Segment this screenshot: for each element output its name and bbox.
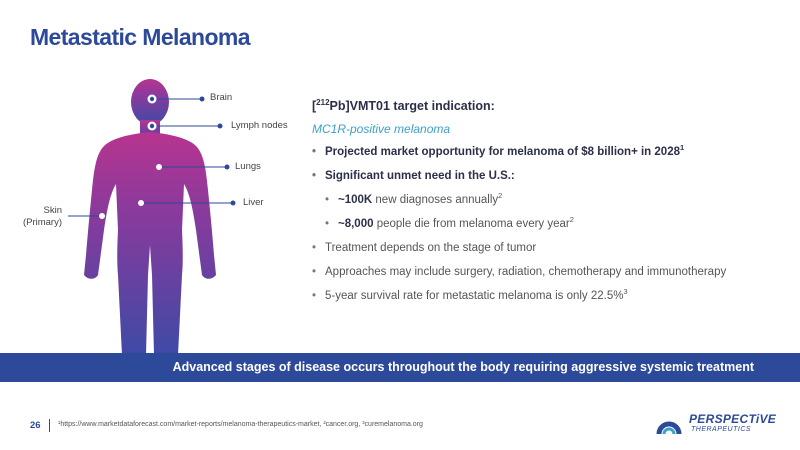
banner-text: Advanced stages of disease occurs throug…	[172, 360, 754, 374]
page-number: 26	[30, 420, 41, 431]
human-silhouette-illustration	[68, 79, 236, 355]
skin-marker	[99, 213, 105, 219]
label-lymph-nodes: Lymph nodes	[231, 120, 288, 131]
label-brain: Brain	[210, 92, 233, 103]
organ-markers	[99, 94, 162, 219]
list-item: ~100K new diagnoses annually2	[325, 192, 782, 207]
logo-tagline: THERAPEUTICS	[691, 426, 752, 433]
list-item: Approaches may include surgery, radiatio…	[312, 265, 782, 279]
callout-lines	[68, 98, 233, 217]
target-indication-subheading: MC1R-positive melanoma	[312, 122, 451, 136]
liver-marker	[138, 200, 144, 206]
target-indication-heading: [212Pb]VMT01 target indication:	[312, 97, 495, 113]
footnote: ¹https://www.marketdataforecast.com/mark…	[58, 421, 423, 428]
logo-mark-icon	[656, 421, 682, 435]
list-item: ~8,000 people die from melanoma every ye…	[325, 216, 782, 231]
label-skin: Skin (Primary)	[22, 205, 62, 228]
lungs-marker	[156, 164, 162, 170]
footer: 26 ¹https://www.marketdataforecast.com/m…	[0, 417, 800, 437]
label-liver: Liver	[243, 197, 264, 208]
list-item: Projected market opportunity for melanom…	[312, 144, 782, 159]
company-logo: PERSPECTiVE THERAPEUTICS	[655, 408, 777, 438]
bullet-list: Projected market opportunity for melanom…	[312, 144, 782, 303]
list-item: Treatment depends on the stage of tumor	[312, 241, 782, 255]
page-title: Metastatic Melanoma	[30, 24, 251, 50]
footer-divider	[49, 419, 50, 432]
content-panel: [212Pb]VMT01 target indication: MC1R-pos…	[312, 97, 782, 313]
label-lungs: Lungs	[235, 161, 261, 172]
logo-name: PERSPECTiVE	[689, 412, 777, 426]
body-figure: Brain Lymph nodes Lungs Liver Skin (Prim…	[0, 70, 300, 360]
list-item: Significant unmet need in the U.S.:	[312, 169, 782, 183]
callout-endpoints	[199, 96, 236, 206]
list-item: 5-year survival rate for metastatic mela…	[312, 288, 782, 303]
summary-banner: Advanced stages of disease occurs throug…	[0, 353, 800, 382]
